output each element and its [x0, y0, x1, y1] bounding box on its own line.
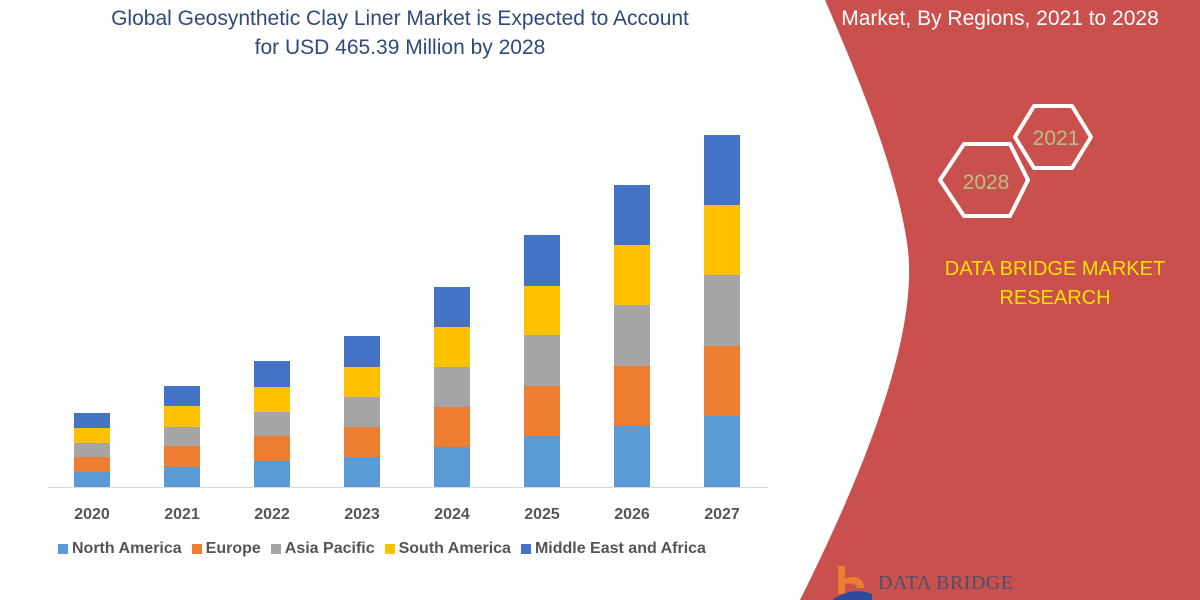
bar-segment-2027-europe	[704, 346, 740, 416]
hexagon-2021: 2021	[1013, 104, 1093, 170]
legend-label: North America	[72, 540, 182, 557]
title-line-1: Global Geosynthetic Clay Liner Market is…	[111, 7, 689, 30]
legend-swatch	[520, 544, 531, 554]
bar-segment-2022-asia-pacific	[254, 412, 290, 436]
bar-segment-2026-europe	[614, 366, 650, 426]
bar-segment-2023-north-america	[344, 457, 380, 487]
legend-item: Asia Pacific	[270, 540, 375, 558]
bar-segment-2024-middle-east-and-africa	[434, 287, 470, 327]
legend-label: South America	[398, 540, 511, 557]
legend-swatch	[270, 544, 281, 554]
bar-segment-2020-europe	[74, 457, 110, 472]
x-tick-label: 2024	[434, 506, 470, 523]
bar-segment-2022-middle-east-and-africa	[254, 361, 290, 387]
bar-segment-2022-europe	[254, 436, 290, 461]
bar-segment-2023-asia-pacific	[344, 397, 380, 427]
logo-text: DATA BRIDGE	[878, 571, 1014, 594]
legend-label: Europe	[205, 540, 261, 557]
bar-segment-2023-europe	[344, 427, 380, 457]
bar-segment-2024-north-america	[434, 447, 470, 487]
legend-label: Asia Pacific	[284, 540, 375, 557]
bar-segment-2026-middle-east-and-africa	[614, 185, 650, 245]
bar-segment-2027-south-america	[704, 205, 740, 275]
legend-swatch	[191, 544, 202, 554]
stacked-bar-chart: 2020 2021 2022 2023 2024 2025 2026 2027	[48, 135, 768, 523]
bar-segment-2022-south-america	[254, 387, 290, 412]
bar-segment-2027-middle-east-and-africa	[704, 135, 740, 205]
title-line-2: for USD 465.39 Million by 2028	[254, 36, 546, 59]
bar-segment-2023-south-america	[344, 367, 380, 397]
bar-segment-2027-north-america	[704, 416, 740, 487]
bar-segment-2025-north-america	[524, 436, 560, 487]
bar-segment-2026-north-america	[614, 426, 650, 487]
bar-segment-2020-asia-pacific	[74, 443, 110, 457]
legend-item: North America	[58, 540, 182, 558]
legend: North America Europe Asia Pacific South Ame…	[58, 540, 706, 558]
bar-segment-2020-north-america	[74, 472, 110, 487]
logo: DATA BRIDGE	[832, 566, 1014, 600]
right-title: Market, By Regions, 2021 to 2028	[841, 7, 1159, 30]
bar-segment-2024-south-america	[434, 327, 470, 367]
bar-segment-2025-middle-east-and-africa	[524, 235, 560, 286]
bar-segment-2025-asia-pacific	[524, 335, 560, 386]
bar-segment-2021-europe	[164, 446, 200, 467]
chart-title: Global Geosynthetic Clay Liner Market is…	[40, 4, 760, 62]
x-tick-label: 2021	[164, 506, 200, 523]
legend-item: Middle East and Africa	[520, 540, 706, 558]
year-start-label: 2021	[1033, 127, 1080, 150]
legend-swatch	[58, 544, 68, 554]
bar-segment-2026-south-america	[614, 245, 650, 305]
bar-segment-2021-south-america	[164, 406, 200, 427]
bar-segment-2022-north-america	[254, 461, 290, 487]
x-tick-label: 2025	[524, 506, 560, 523]
bar-segment-2021-middle-east-and-africa	[164, 386, 200, 406]
year-end-label: 2028	[963, 171, 1010, 194]
legend-swatch	[384, 544, 395, 554]
x-tick-label: 2023	[344, 506, 380, 523]
red-panel	[800, 0, 1200, 600]
brand-line-1: DATA BRIDGE MARKET	[944, 258, 1166, 280]
legend-item: South America	[384, 540, 511, 558]
x-tick-label: 2022	[254, 506, 290, 523]
bar-segment-2025-europe	[524, 386, 560, 436]
bar-segment-2023-middle-east-and-africa	[344, 336, 380, 367]
bar-segment-2020-south-america	[74, 428, 110, 443]
hexagon-2028: 2028	[938, 142, 1030, 218]
x-tick-label: 2026	[614, 506, 650, 523]
bar-segment-2021-asia-pacific	[164, 427, 200, 446]
bar-segment-2020-middle-east-and-africa	[74, 413, 110, 428]
brand-name: DATA BRIDGE MARKET RESEARCH	[915, 255, 1195, 313]
x-tick-label: 2020	[74, 506, 110, 523]
bar-segment-2024-europe	[434, 407, 470, 447]
logo-icon	[832, 566, 872, 600]
bar-segment-2025-south-america	[524, 286, 560, 335]
brand-line-2: RESEARCH	[999, 287, 1111, 309]
bar-segment-2021-north-america	[164, 467, 200, 487]
bar-segment-2024-asia-pacific	[434, 367, 470, 407]
x-tick-label: 2027	[704, 506, 740, 523]
bar-segment-2027-asia-pacific	[704, 275, 740, 346]
legend-label: Middle East and Africa	[534, 540, 706, 557]
legend-item: Europe	[191, 540, 261, 558]
bar-segment-2026-asia-pacific	[614, 305, 650, 366]
